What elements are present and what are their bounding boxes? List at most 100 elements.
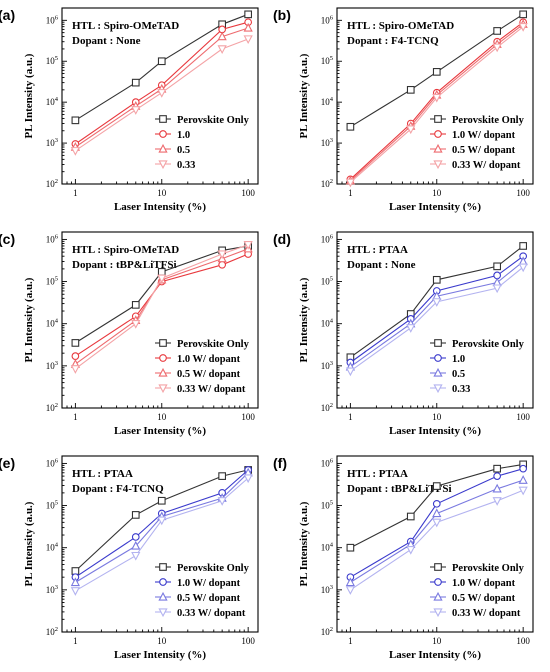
- y-axis-title: PL Intensity (a.u.): [298, 501, 310, 586]
- x-tick-label: 10: [432, 188, 442, 198]
- y-tick-exponent: 5: [330, 500, 333, 507]
- y-tick-label: 105: [321, 55, 333, 66]
- y-tick-exponent: 4: [55, 96, 59, 103]
- data-point: [432, 93, 442, 103]
- data-point: [492, 497, 502, 506]
- data-point: [493, 464, 502, 473]
- x-axis-title: Laser Intensity (%): [389, 425, 481, 437]
- y-tick-label: 105: [321, 500, 333, 511]
- y-tick-exponent: 3: [330, 360, 333, 367]
- data-point: [493, 27, 502, 35]
- y-tick-exponent: 5: [330, 276, 333, 283]
- series-4: [70, 35, 253, 156]
- legend-marker: [434, 130, 442, 138]
- panel-a: (a) 1 10 100 102 103 104 105 106 Laser Intensity …: [0, 0, 275, 224]
- data-point: [71, 116, 80, 125]
- y-axis: 102 103 104 105 106: [321, 457, 342, 637]
- legend-label: Perovskite Only: [452, 563, 525, 574]
- axes-frame: [336, 455, 534, 633]
- data-point: [346, 122, 355, 131]
- x-axis: 1 10 100: [336, 627, 530, 646]
- y-tick-label: 104: [46, 542, 59, 553]
- y-tick-exponent: 3: [330, 584, 333, 591]
- legend-label: 1.0: [177, 130, 190, 141]
- data-point: [131, 106, 141, 115]
- data-point: [244, 10, 253, 19]
- legend-label: 0.33 W/ dopant: [452, 608, 521, 619]
- y-tick-label: 106: [46, 457, 59, 468]
- y-tick-exponent: 3: [55, 137, 58, 144]
- legend-label: 0.5: [452, 369, 465, 380]
- x-tick-label: 10: [157, 412, 167, 422]
- legend-marker: [159, 578, 167, 586]
- data-point: [345, 367, 355, 377]
- x-tick-label: 1: [348, 188, 353, 198]
- legend-label: 0.33: [452, 384, 470, 395]
- legend-label: Perovskite Only: [177, 563, 250, 574]
- series-4: [345, 486, 528, 595]
- data-point: [492, 284, 502, 294]
- panel-e: (e) 1 10 100 102 103 104 105 106 Laser Intensity …: [0, 448, 275, 672]
- y-axis-title: PL Intensity (a.u.): [23, 53, 35, 138]
- legend-label: 0.33: [177, 160, 195, 171]
- legend-label: 0.5 W/ dopant: [177, 369, 241, 380]
- y-tick-label: 105: [46, 276, 58, 287]
- y-tick-label: 106: [321, 457, 334, 468]
- legend-label: 1.0 W/ dopant: [177, 354, 241, 365]
- data-point: [243, 35, 253, 45]
- data-point: [406, 125, 416, 135]
- annotation-dopant: Dopant : F4-TCNQ: [347, 35, 439, 47]
- data-point: [519, 242, 528, 250]
- annotation-dopant: Dopant : tBP&LiTFSi: [347, 483, 452, 495]
- data-point: [432, 68, 441, 76]
- data-point: [406, 545, 416, 555]
- chart-e: (e) 1 10 100 102 103 104 105 106 Laser Intensity …: [0, 455, 259, 661]
- axes-frame: [336, 231, 534, 409]
- y-tick-label: 102: [321, 626, 333, 637]
- y-axis: 102 103 104 105 106: [46, 457, 67, 637]
- legend-marker: [434, 115, 442, 123]
- y-tick-label: 103: [46, 137, 58, 148]
- legend-label: Perovskite Only: [452, 115, 525, 126]
- y-tick-exponent: 4: [330, 318, 334, 325]
- x-axis-title: Laser Intensity (%): [389, 201, 481, 213]
- legend-label: 0.5 W/ dopant: [452, 593, 516, 604]
- legend-label: Perovskite Only: [452, 339, 525, 350]
- series-1: [346, 10, 528, 131]
- data-point: [432, 508, 442, 518]
- x-tick-label: 1: [73, 412, 78, 422]
- panel-label: (e): [0, 455, 15, 471]
- annotation-dopant: Dopant : F4-TCNQ: [72, 483, 164, 495]
- y-axis: 102 103 104 105 106: [46, 233, 67, 413]
- legend-label: 1.0 W/ dopant: [177, 578, 241, 589]
- y-tick-exponent: 5: [55, 276, 58, 283]
- legend-label: 0.5 W/ dopant: [177, 593, 241, 604]
- y-tick-exponent: 3: [55, 360, 58, 367]
- legend-marker: [159, 115, 167, 123]
- data-point: [70, 587, 80, 596]
- legend-marker: [433, 160, 443, 170]
- data-point: [218, 260, 227, 269]
- y-tick-exponent: 2: [55, 178, 58, 185]
- legend-label: 0.33 W/ dopant: [177, 608, 246, 619]
- y-tick-exponent: 6: [55, 457, 59, 464]
- annotation-htl: HTL : Spiro-OMeTAD: [347, 20, 454, 32]
- y-tick-label: 103: [46, 584, 58, 595]
- x-tick-label: 100: [241, 636, 255, 646]
- y-tick-exponent: 4: [55, 318, 59, 325]
- y-tick-label: 104: [46, 96, 59, 107]
- y-axis: 102 103 104 105 106: [46, 7, 67, 189]
- chart-a: (a) 1 10 100 102 103 104 105 106 Laser Intensity …: [0, 7, 259, 213]
- y-tick-exponent: 3: [55, 584, 58, 591]
- data-point: [157, 274, 167, 284]
- chart-f: (f) 1 10 100 102 103 104 105 106 Laser Intensity …: [273, 455, 534, 661]
- x-axis-title: Laser Intensity (%): [114, 649, 206, 661]
- data-point: [70, 147, 80, 156]
- legend: Perovskite Only 1.0 0.5 0.33: [430, 339, 525, 395]
- legend-marker: [433, 591, 443, 601]
- legend: Perovskite Only 1.0 W/ dopant 0.5 W/ dopan…: [430, 563, 525, 619]
- legend-marker: [159, 354, 167, 362]
- legend-marker: [158, 143, 168, 153]
- panel-label: (a): [0, 7, 15, 23]
- annotation-dopant: Dopant : None: [72, 35, 141, 47]
